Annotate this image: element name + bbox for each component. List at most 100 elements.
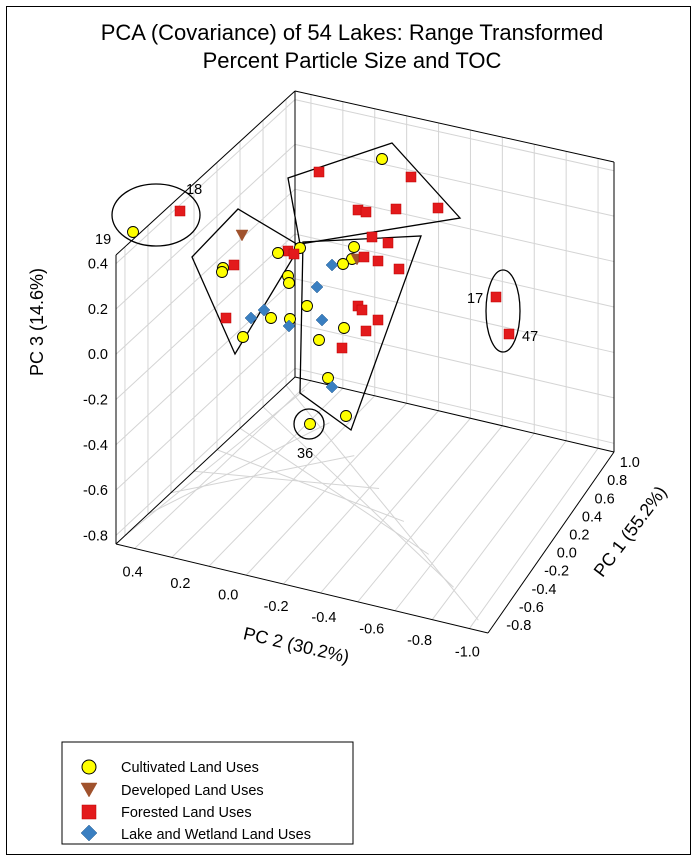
- cultivated-point: [348, 241, 360, 253]
- forested-point: [174, 205, 186, 217]
- grid-line-pc3-left-wall: [115, 99, 296, 265]
- pc1-tick-label: 0.2: [569, 527, 589, 543]
- pc1-tick-label: 1.0: [620, 455, 640, 471]
- box-edge-7: [115, 543, 489, 634]
- cultivated-point: [340, 410, 352, 422]
- forested-point: [405, 171, 417, 183]
- chart-box-edges: [115, 90, 615, 634]
- grid-line-pc1-floor: [468, 447, 599, 629]
- ellipse-17-47: [485, 269, 521, 353]
- lake-wetland-point: [325, 380, 339, 394]
- ellipse-18-19: [111, 183, 201, 247]
- chart-gridlines: [115, 94, 615, 629]
- hull-top-group: [287, 142, 462, 245]
- pc2-axis-label: PC 2 (30.2%): [241, 623, 351, 667]
- grid-line-pc2-floor: [216, 449, 405, 522]
- pc3-tick-label: -0.6: [83, 483, 108, 499]
- cultivated-point: [304, 418, 316, 430]
- annotation-19: 19: [95, 232, 111, 248]
- lake-wetland-point: [244, 311, 258, 325]
- cultivated-point: [216, 266, 228, 278]
- grid-line-pc3-right-wall: [294, 99, 615, 172]
- cultivated-point: [272, 247, 284, 259]
- grid-line-pc2-floor: [193, 470, 380, 490]
- grid-line-pc2-floor: [170, 455, 355, 494]
- pc1-tick-label: -0.8: [506, 618, 531, 634]
- pc1-tick-label: 0.0: [557, 546, 577, 562]
- hull-center-group: [299, 235, 422, 432]
- box-edge-4: [294, 376, 615, 453]
- legend: Cultivated Land Uses Developed Land Uses…: [61, 741, 354, 845]
- pc1-tick-label: 0.6: [595, 491, 615, 507]
- legend-lake-wetland-marker: [80, 824, 98, 842]
- lake-wetland-point: [257, 303, 271, 317]
- forested-point: [372, 255, 384, 267]
- pc3-tick-label: -0.8: [83, 528, 108, 544]
- grid-line-pc1-floor: [208, 395, 376, 567]
- grid-line-pc1-floor: [245, 402, 408, 576]
- forested-point: [390, 203, 402, 215]
- grid-line-pc3-right-wall: [294, 323, 615, 399]
- grid-line-pc3-left-wall: [115, 368, 296, 536]
- grid-line-pc3-right-wall: [294, 367, 615, 444]
- grid-line-pc3-left-wall: [115, 233, 296, 400]
- cultivated-point: [322, 372, 334, 384]
- grid-line-pc3-left-wall: [115, 188, 296, 355]
- box-edge-1: [115, 376, 296, 545]
- annotation-17: 17: [467, 291, 483, 307]
- pc3-tick-label: 0.4: [88, 257, 108, 273]
- grid-line-pc2-floor: [124, 389, 305, 537]
- grid-line-pc2-floor: [147, 422, 330, 515]
- developed-point: [235, 229, 249, 242]
- grid-line-pc1-floor: [431, 440, 567, 620]
- legend-box: [61, 741, 354, 845]
- pc3-tick-label: -0.4: [83, 438, 108, 454]
- annotation-36: 36: [297, 446, 313, 462]
- grid-line-pc3-right-wall: [294, 143, 615, 217]
- forested-point: [313, 166, 325, 178]
- pc2-tick-label: -1.0: [455, 645, 480, 661]
- grid-line-pc3-right-wall: [294, 188, 615, 263]
- cultivated-point: [265, 312, 277, 324]
- cultivated-point: [301, 300, 313, 312]
- pc1-tick-label: 0.8: [607, 473, 627, 489]
- grid-line-pc1-floor: [357, 425, 503, 603]
- legend-developed-label: Developed Land Uses: [121, 783, 264, 799]
- forested-point: [228, 259, 240, 271]
- legend-cultivated-label: Cultivated Land Uses: [121, 760, 259, 776]
- forested-point: [358, 251, 370, 263]
- forested-point: [356, 304, 368, 316]
- pc1-tick-label: -0.4: [532, 582, 557, 598]
- grid-line-pc3-right-wall: [294, 278, 615, 353]
- lake-wetland-point: [315, 313, 329, 327]
- forested-point: [372, 314, 384, 326]
- forested-point: [382, 237, 394, 249]
- cultivated-point: [127, 226, 139, 238]
- pc1-tick-label: -0.2: [544, 564, 569, 580]
- pc2-tick-label: 0.4: [123, 564, 143, 580]
- forested-point: [503, 328, 515, 340]
- forested-point: [288, 248, 300, 260]
- grid-line-pc1-floor: [394, 432, 535, 612]
- pc1-tick-label: 0.4: [582, 509, 602, 525]
- pc2-tick-label: -0.6: [359, 622, 384, 638]
- legend-forested-label: Forested Land Uses: [121, 805, 252, 821]
- chart-title-line-2: Percent Particle Size and TOC: [203, 48, 502, 73]
- ellipse-36: [293, 408, 325, 440]
- grid-line-pc3-left-wall: [115, 323, 296, 491]
- pc2-tick-label: -0.2: [264, 599, 289, 615]
- grid-line-pc1-floor: [320, 417, 471, 594]
- box-edge-3: [115, 90, 296, 256]
- legend-developed-marker: [80, 782, 98, 798]
- group-hulls: [111, 142, 521, 440]
- grid-line-pc2-floor: [285, 385, 479, 621]
- lake-wetland-point: [310, 280, 324, 294]
- data-points: [127, 153, 515, 430]
- forested-point: [366, 231, 378, 243]
- legend-cultivated-marker: [81, 759, 97, 775]
- chart-frame: [6, 6, 691, 855]
- chart-title-line-1: PCA (Covariance) of 54 Lakes: Range Tran…: [101, 20, 604, 45]
- annotation-47: 47: [522, 329, 538, 345]
- legend-forested-marker: [81, 804, 97, 820]
